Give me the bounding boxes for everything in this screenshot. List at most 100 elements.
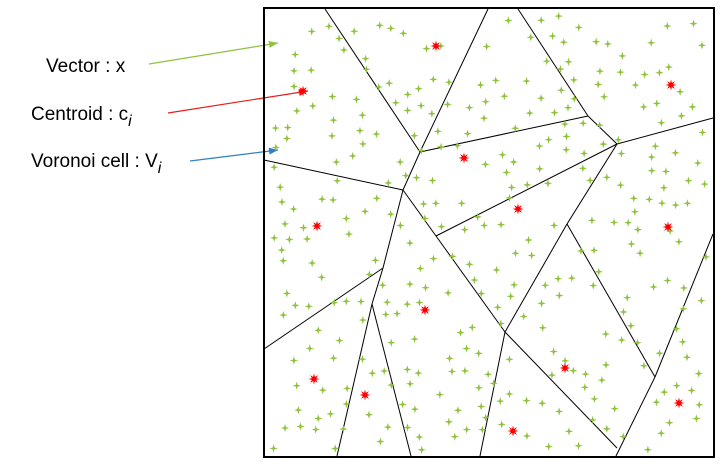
vector-point (280, 423, 290, 433)
vector-point (457, 199, 466, 208)
vector-point (589, 281, 598, 290)
vector-point (537, 299, 546, 308)
centroid-point (297, 85, 309, 97)
vector-point (610, 404, 619, 413)
vector-point (550, 108, 559, 117)
vector-point (679, 304, 688, 313)
vector-point (344, 229, 354, 239)
vector-point (384, 178, 393, 188)
vector-point (663, 21, 672, 31)
vector-point (290, 50, 300, 59)
vector-point (649, 282, 658, 292)
vector-point (639, 102, 648, 112)
vector-point (387, 380, 396, 390)
vector-point (403, 365, 412, 374)
cell-edge (435, 143, 618, 237)
vector-point (623, 218, 633, 227)
vector-point (358, 315, 368, 325)
vector-point (414, 368, 423, 378)
vector-point (603, 39, 612, 49)
vector-point (384, 78, 394, 88)
vector-point (560, 356, 570, 366)
cell-edge (382, 189, 404, 269)
vector-point (386, 24, 396, 33)
vector-point (564, 427, 574, 436)
vector-point (429, 75, 438, 84)
legend-vector-label: Vector : x (46, 56, 126, 77)
vector-point (271, 143, 281, 152)
vector-point (587, 216, 597, 225)
vector-point (511, 249, 520, 258)
vector-point (294, 405, 303, 415)
vector-point (474, 349, 483, 358)
vector-point (542, 56, 551, 66)
vector-point (655, 68, 664, 77)
vector-point (567, 273, 576, 283)
vector-point (614, 135, 623, 145)
vector-point (594, 267, 603, 276)
centroid-point (512, 203, 524, 215)
vector-point (271, 123, 280, 133)
voronoi-cell-edges (263, 8, 714, 457)
vector-point (463, 129, 472, 138)
vector-point (538, 323, 547, 332)
vector-point (453, 406, 463, 415)
vector-point (556, 64, 565, 74)
legend-centroid-label: Centroid : ci (31, 104, 132, 130)
vector-point (687, 386, 696, 395)
vector-point (460, 366, 470, 376)
vector-point (599, 92, 609, 101)
vector-point (544, 442, 553, 451)
vector-point (302, 234, 312, 244)
vector-point (396, 221, 405, 230)
vector-point (311, 425, 320, 434)
cell-edge (616, 117, 714, 145)
vector-point (554, 407, 564, 416)
vector-point (282, 289, 292, 298)
vector-point (560, 119, 570, 129)
vector-point (627, 239, 636, 249)
vector-point (330, 298, 339, 307)
vector-point (535, 164, 544, 174)
vector-point (317, 273, 326, 282)
vector-point (564, 57, 573, 67)
vector-point (342, 399, 351, 409)
vector-point (500, 92, 509, 101)
cell-edge (517, 8, 589, 117)
vector-point (436, 142, 446, 151)
vector-point (283, 123, 292, 132)
vector-point (405, 379, 415, 388)
vector-point (460, 225, 469, 234)
cell-edge (419, 8, 489, 153)
vector-point (474, 383, 484, 392)
vector-point (671, 148, 680, 158)
vector-point (328, 195, 338, 205)
vector-point (376, 437, 385, 446)
vector-point (386, 210, 395, 219)
cell-edge (587, 115, 618, 145)
vector-point (403, 299, 412, 309)
vector-point (629, 194, 638, 203)
vector-point (631, 80, 640, 90)
cell-edge (371, 267, 384, 305)
vector-point (403, 106, 412, 115)
vector-point (314, 414, 323, 423)
vector-point (437, 222, 446, 231)
vector-point (348, 151, 357, 161)
vector-point (289, 204, 298, 214)
vector-point (277, 197, 287, 207)
vector-point (335, 336, 344, 345)
vector-point (292, 381, 301, 390)
vector-point (657, 429, 666, 438)
vector-point (285, 235, 294, 244)
vector-point (476, 402, 486, 411)
vector-point (326, 409, 335, 419)
vector-point (307, 258, 317, 268)
vector-point (352, 95, 361, 104)
cell-edge (419, 115, 589, 153)
vector-point (619, 432, 628, 441)
vector-point (522, 396, 531, 405)
vector-point (581, 369, 590, 379)
cell-edge (504, 331, 618, 449)
vector-point (599, 139, 608, 149)
